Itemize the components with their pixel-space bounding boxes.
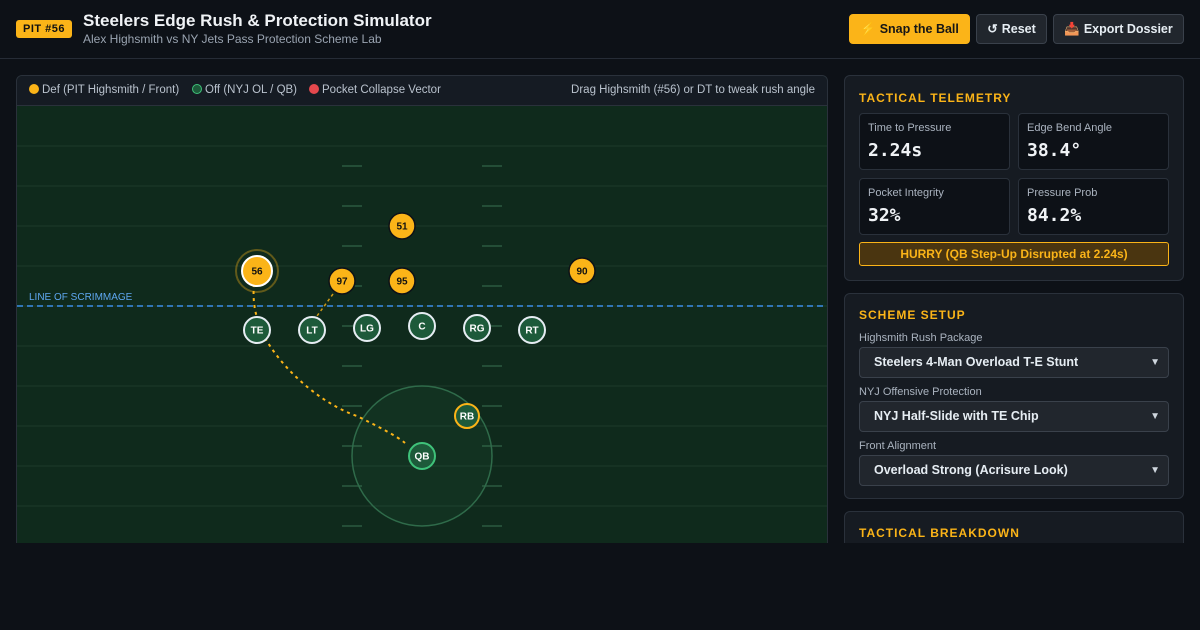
- player-marker: [408, 312, 436, 340]
- chevron-down-icon: ▼: [1150, 411, 1160, 422]
- export-dossier-button[interactable]: 📥 Export Dossier: [1053, 14, 1184, 44]
- offense-player-te: TE: [243, 316, 271, 344]
- player-marker: [568, 257, 596, 285]
- rush-package-select[interactable]: Steelers 4-Man Overload T-E Stunt ▼: [859, 347, 1169, 378]
- collapse-vector-path: [252, 283, 406, 444]
- offense-player-lt: LT: [298, 316, 326, 344]
- player-number: 56: [251, 267, 263, 278]
- offense-player-c: C: [408, 312, 436, 340]
- player-number: 90: [576, 267, 588, 278]
- scheme-title: SCHEME SETUP: [859, 308, 966, 322]
- viewport-cutoff: [0, 543, 1200, 630]
- export-dossier-label: Export Dossier: [1083, 22, 1173, 36]
- app-header: PIT #56 Steelers Edge Rush & Protection …: [0, 0, 1200, 59]
- offense-player-qb: QB: [408, 442, 436, 470]
- chevron-down-icon: ▼: [1150, 357, 1160, 368]
- legend-defense: Def (PIT Highsmith / Front): [29, 84, 179, 96]
- telemetry-card: TACTICAL TELEMETRY Time to Pressure 2.24…: [844, 75, 1184, 281]
- player-badge: PIT #56: [16, 20, 73, 38]
- defense-player-90[interactable]: 90: [568, 257, 596, 285]
- legend-offense: Off (NYJ OL / QB): [192, 84, 297, 96]
- offense-player-rt: RT: [518, 316, 546, 344]
- protection-select[interactable]: NYJ Half-Slide with TE Chip ▼: [859, 401, 1169, 432]
- vector-dot-icon: [309, 84, 319, 94]
- outcome-status-badge: HURRY (QB Step-Up Disrupted at 2.24s): [859, 242, 1169, 266]
- telemetry-title: TACTICAL TELEMETRY: [859, 91, 1012, 105]
- player-position: LG: [360, 324, 374, 335]
- breakdown-title: TACTICAL BREAKDOWN: [859, 526, 1020, 540]
- metric-label: Edge Bend Angle: [1027, 122, 1113, 134]
- player-position: QB: [415, 452, 430, 463]
- defense-player-95[interactable]: 95: [388, 267, 416, 295]
- reset-label: Reset: [1001, 22, 1036, 36]
- selection-ring: [235, 249, 279, 293]
- offense-dot-icon: [192, 84, 202, 94]
- metric-label: Time to Pressure: [868, 122, 952, 134]
- reset-icon: ↺: [987, 22, 998, 36]
- player-marker: [454, 403, 480, 429]
- metric-value: 38.4°: [1027, 140, 1082, 161]
- snap-ball-label: Snap the Ball: [879, 22, 959, 36]
- player-marker: [518, 316, 546, 344]
- offense-player-rg: RG: [463, 314, 491, 342]
- defense-dot-icon: [29, 84, 39, 94]
- player-marker: [328, 267, 356, 295]
- download-icon: 📥: [1064, 22, 1080, 36]
- defense-player-51: 51: [388, 212, 416, 240]
- offense-player-lg: LG: [353, 314, 381, 342]
- player-number: 97: [336, 277, 348, 288]
- snap-ball-button[interactable]: ⚡ Snap the Ball: [849, 14, 970, 44]
- front-alignment-select[interactable]: Overload Strong (Acrisure Look) ▼: [859, 455, 1169, 486]
- drag-hint: Drag Highsmith (#56) or DT to tweak rush…: [571, 84, 815, 96]
- football-field[interactable]: LINE OF SCRIMMAGE 56 97 95 51 90 TE LT LG C RG RT R…: [17, 106, 828, 555]
- player-marker: [408, 442, 436, 470]
- metric-pressure-prob: Pressure Prob 84.2%: [1018, 178, 1169, 235]
- player-number: 95: [396, 277, 408, 288]
- player-position: RG: [470, 324, 485, 335]
- player-marker: [388, 267, 416, 295]
- metric-value: 2.24s: [868, 140, 923, 161]
- scheme-setup-card: SCHEME SETUP Highsmith Rush Package Stee…: [844, 293, 1184, 499]
- lightning-icon: ⚡: [860, 22, 876, 36]
- metric-edge-bend-angle: Edge Bend Angle 38.4°: [1018, 113, 1169, 170]
- defense-player-97[interactable]: 97: [328, 267, 356, 295]
- field-panel: Def (PIT Highsmith / Front) Off (NYJ OL …: [16, 75, 828, 555]
- player-marker: [353, 314, 381, 342]
- defense-player-56[interactable]: 56: [235, 249, 279, 293]
- field-legend: Def (PIT Highsmith / Front) Off (NYJ OL …: [17, 76, 827, 106]
- player-number: 51: [396, 222, 408, 233]
- player-position: RT: [525, 326, 538, 337]
- chevron-down-icon: ▼: [1150, 465, 1160, 476]
- front-alignment-label: Front Alignment: [859, 440, 937, 452]
- metric-value: 84.2%: [1027, 205, 1082, 226]
- legend-vector: Pocket Collapse Vector: [309, 84, 441, 96]
- player-position: RB: [460, 412, 474, 423]
- page-subtitle: Alex Highsmith vs NY Jets Pass Protectio…: [83, 32, 382, 46]
- reset-button[interactable]: ↺ Reset: [976, 14, 1047, 44]
- metric-value: 32%: [868, 205, 901, 226]
- player-marker: [463, 314, 491, 342]
- player-marker: [243, 316, 271, 344]
- page-title: Steelers Edge Rush & Protection Simulato…: [83, 11, 432, 30]
- player-position: LT: [306, 326, 317, 337]
- player-marker: [388, 212, 416, 240]
- offense-player-rb: RB: [454, 403, 480, 429]
- dt-stunt-path: [316, 293, 334, 317]
- player-position: C: [418, 322, 425, 333]
- player-marker: [241, 255, 273, 287]
- metric-label: Pressure Prob: [1027, 187, 1098, 199]
- rush-package-label: Highsmith Rush Package: [859, 332, 983, 344]
- metric-pocket-integrity: Pocket Integrity 32%: [859, 178, 1010, 235]
- player-position: TE: [251, 326, 264, 337]
- players: 56 97 95 51 90 TE LT LG C RG RT RB QB: [235, 212, 596, 470]
- los-label: LINE OF SCRIMMAGE: [29, 292, 133, 303]
- protection-label: NYJ Offensive Protection: [859, 386, 982, 398]
- metric-label: Pocket Integrity: [868, 187, 944, 199]
- metric-time-to-pressure: Time to Pressure 2.24s: [859, 113, 1010, 170]
- player-marker: [298, 316, 326, 344]
